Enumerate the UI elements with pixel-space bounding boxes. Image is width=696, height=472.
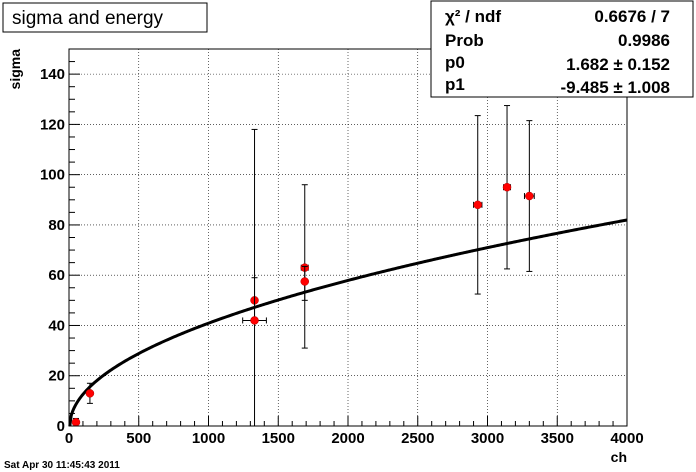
grid-lines (69, 49, 627, 426)
stats-label-p1: p1 (445, 75, 465, 94)
point-marker (85, 389, 95, 398)
x-tick-label: 2500 (401, 430, 434, 447)
x-tick-label: 0 (65, 430, 73, 447)
stats-value-p1: -9.485 ± 1.008 (560, 78, 670, 97)
fit-curve (68, 218, 628, 427)
point-marker (71, 417, 81, 427)
y-tick-label: 40 (48, 317, 65, 334)
data-point (71, 417, 81, 427)
y-axis-ticks: 0 20 40 60 80 100 120 140 (40, 48, 80, 435)
data-point (242, 128, 267, 427)
data-point (502, 105, 512, 270)
stats-label-chi2: χ² / ndf (445, 7, 501, 26)
y-tick-label: 60 (48, 267, 65, 284)
stats-value-prob: 0.9986 (618, 31, 670, 50)
y-tick-label: 0 (57, 418, 65, 435)
data-point (300, 265, 310, 349)
point-marker (502, 182, 512, 192)
x-axis-ticks: 0 500 1000 1500 2000 2500 3000 3500 4000 (65, 416, 644, 447)
footer-timestamp: Sat Apr 30 11:45:43 2011 (4, 460, 120, 471)
x-tick-label: 4000 (610, 430, 643, 447)
point-marker (300, 277, 310, 286)
data-point (473, 115, 483, 295)
x-axis-label: ch (611, 449, 627, 465)
point-marker (250, 316, 259, 325)
chart-title: sigma and energy (12, 8, 164, 29)
y-tick-label: 120 (40, 116, 65, 133)
y-tick-label: 80 (48, 217, 65, 234)
title-box: sigma and energy (2, 2, 208, 33)
x-tick-label: 500 (126, 430, 151, 447)
y-tick-label: 20 (48, 368, 65, 385)
y-tick-label: 100 (40, 167, 65, 184)
x-tick-label: 3500 (541, 430, 574, 447)
data-point (523, 120, 535, 272)
data-point (85, 382, 95, 404)
x-tick-label: 1000 (192, 430, 225, 447)
stats-label-p0: p0 (445, 53, 465, 72)
stats-value-p0: 1.682 ± 0.152 (566, 55, 670, 74)
y-tick-label: 140 (40, 66, 65, 83)
stats-label-prob: Prob (445, 31, 484, 50)
x-tick-label: 1500 (262, 430, 295, 447)
fit-line (68, 218, 628, 427)
y-axis-label: sigma (7, 49, 23, 90)
point-marker (525, 191, 534, 201)
x-tick-label: 3000 (471, 430, 504, 447)
x-tick-label: 2000 (331, 430, 364, 447)
point-marker (473, 200, 482, 210)
stats-value-chi2: 0.6676 / 7 (594, 7, 670, 26)
stats-box: χ² / ndf 0.6676 / 7 Prob 0.9986 p0 1.682… (430, 0, 694, 98)
data-points (71, 105, 535, 427)
